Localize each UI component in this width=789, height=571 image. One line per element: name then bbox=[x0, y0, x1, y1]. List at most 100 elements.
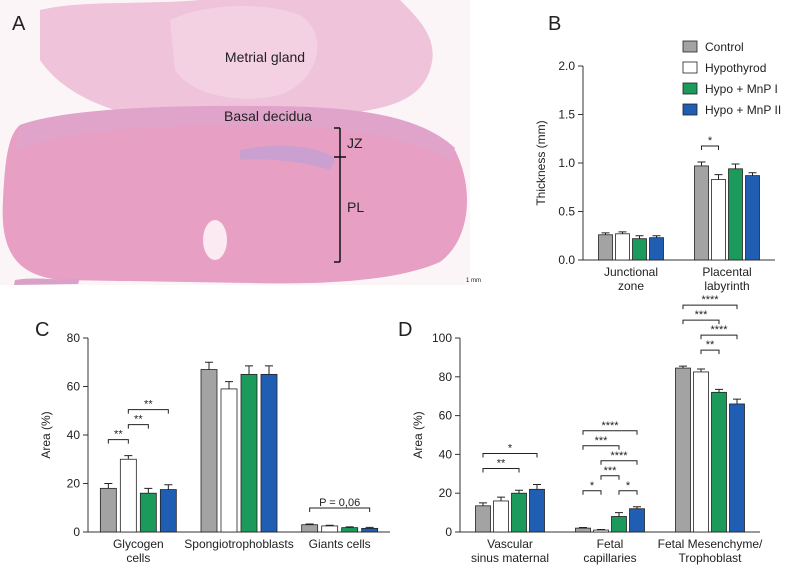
error-bar bbox=[633, 506, 641, 509]
bar bbox=[200, 369, 218, 533]
significance-label: *** bbox=[695, 309, 709, 321]
significance-bracket bbox=[482, 452, 538, 458]
y-axis-label: Area (%) bbox=[411, 411, 425, 458]
error-bar bbox=[579, 527, 587, 529]
y-tick-label: 20 bbox=[439, 486, 453, 500]
bar bbox=[511, 492, 527, 533]
significance-bracket bbox=[618, 490, 638, 495]
legend-swatch bbox=[682, 103, 698, 116]
error-bar bbox=[515, 489, 523, 494]
error-bar bbox=[714, 174, 723, 180]
annotation: JZ bbox=[347, 135, 363, 151]
bar bbox=[693, 371, 709, 533]
panel-label: D bbox=[398, 319, 412, 341]
significance-label: P = 0,06 bbox=[319, 497, 360, 509]
bar bbox=[301, 524, 319, 533]
significance-label: * bbox=[626, 480, 631, 492]
y-axis-label: Area (%) bbox=[39, 411, 53, 458]
x-tick-label: Fetal Mesenchyme/Trophoblast bbox=[658, 537, 763, 565]
panel-label: C bbox=[35, 319, 49, 341]
error-bar bbox=[652, 235, 661, 238]
error-bar bbox=[679, 365, 687, 369]
error-bar bbox=[345, 526, 354, 528]
y-tick-label: 40 bbox=[67, 428, 81, 442]
x-tick-label: Junctional zone bbox=[604, 265, 658, 293]
y-tick-label: 40 bbox=[439, 447, 453, 461]
x-tick-label: Spongiotrophoblasts bbox=[184, 537, 293, 551]
error-bar bbox=[305, 523, 314, 525]
error-bar bbox=[164, 484, 173, 490]
bar bbox=[119, 458, 137, 533]
y-tick-label: 60 bbox=[439, 409, 453, 423]
significance-bracket bbox=[600, 460, 638, 465]
bar bbox=[629, 508, 645, 533]
bar bbox=[240, 373, 258, 533]
legend-label: Hypo + MnP I bbox=[705, 82, 778, 96]
significance-label: *** bbox=[604, 465, 618, 477]
scale-bar-label: 1 mm bbox=[466, 278, 481, 284]
error-bar bbox=[601, 232, 610, 235]
x-tick-label: Giants cells bbox=[309, 537, 371, 551]
significance-label: ** bbox=[114, 429, 123, 441]
significance-bracket bbox=[309, 507, 371, 512]
y-tick-label: 0.0 bbox=[558, 253, 575, 267]
bar bbox=[341, 527, 359, 533]
x-tick-label: Placental labyrinth bbox=[702, 265, 751, 293]
legend-swatch bbox=[682, 40, 698, 53]
error-bar bbox=[618, 231, 627, 234]
legend-label: Hypo + MnP II bbox=[705, 103, 781, 117]
bar bbox=[675, 367, 691, 533]
bar bbox=[260, 373, 278, 533]
error-bar bbox=[733, 398, 741, 404]
error-bar bbox=[365, 526, 374, 529]
significance-bracket bbox=[582, 490, 602, 495]
error-bar bbox=[225, 381, 233, 389]
panel-label: A bbox=[12, 13, 26, 35]
bar bbox=[615, 233, 630, 261]
significance-label: ** bbox=[144, 399, 153, 411]
bar bbox=[321, 525, 339, 533]
error-bar bbox=[748, 172, 757, 176]
bar bbox=[694, 165, 709, 261]
error-bar bbox=[479, 502, 487, 506]
error-bar bbox=[533, 483, 541, 490]
bar bbox=[611, 516, 627, 533]
bar bbox=[475, 505, 491, 533]
error-bar bbox=[715, 388, 723, 393]
significance-bracket bbox=[682, 319, 720, 325]
error-bar bbox=[205, 361, 213, 370]
bar bbox=[593, 529, 609, 533]
bar bbox=[649, 237, 664, 261]
significance-label: * bbox=[590, 480, 595, 492]
significance-bracket bbox=[482, 467, 520, 473]
significance-label: ** bbox=[706, 339, 715, 351]
significance-bracket bbox=[600, 475, 620, 480]
significance-bracket bbox=[700, 334, 738, 340]
y-tick-label: 20 bbox=[67, 477, 81, 491]
bar bbox=[361, 527, 379, 533]
y-tick-label: 60 bbox=[67, 380, 81, 394]
error-bar bbox=[697, 368, 705, 372]
bar bbox=[711, 391, 727, 533]
legend-swatch bbox=[682, 61, 698, 74]
x-tick-label: Glycogen cells bbox=[113, 537, 164, 565]
bar bbox=[632, 238, 647, 261]
y-tick-label: 80 bbox=[67, 331, 81, 345]
bar bbox=[728, 168, 743, 261]
bar bbox=[598, 234, 613, 261]
error-bar bbox=[144, 487, 153, 494]
significance-label: ** bbox=[497, 457, 506, 469]
error-bar bbox=[325, 524, 334, 526]
significance-bracket bbox=[582, 430, 638, 435]
panel-label: B bbox=[548, 13, 561, 35]
significance-label: **** bbox=[701, 294, 719, 306]
significance-bracket bbox=[127, 409, 169, 414]
error-bar bbox=[731, 163, 740, 169]
error-bar bbox=[104, 483, 113, 489]
y-tick-label: 1.5 bbox=[558, 108, 575, 122]
significance-label: *** bbox=[595, 435, 609, 447]
y-tick-label: 0.5 bbox=[558, 205, 575, 219]
significance-bracket bbox=[682, 304, 738, 310]
y-tick-label: 80 bbox=[439, 370, 453, 384]
